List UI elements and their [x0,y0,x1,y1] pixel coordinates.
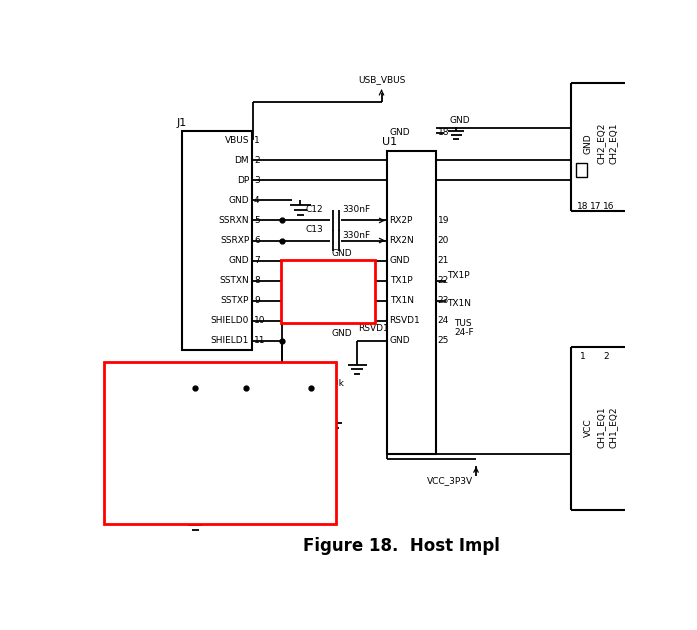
Text: 5: 5 [254,216,260,225]
Text: SSTXN: SSTXN [220,276,250,285]
Text: CH2_EQ2: CH2_EQ2 [597,123,605,164]
Text: 330nF: 330nF [342,231,370,240]
Text: 9: 9 [254,296,260,306]
Text: C7: C7 [117,420,129,430]
Text: USB_VBUS: USB_VBUS [358,76,405,84]
Text: GND: GND [390,336,411,345]
Text: C12: C12 [306,205,323,214]
Text: R1: R1 [254,428,266,437]
Text: 22: 22 [438,276,449,285]
Text: TX1P: TX1P [390,276,412,285]
Text: 11: 11 [254,336,266,345]
Text: RX2P: RX2P [390,216,413,225]
Text: J1: J1 [176,118,187,128]
Text: VBUS: VBUS [224,135,250,145]
Text: 100nF: 100nF [109,429,137,438]
Text: >220k: >220k [314,379,344,387]
Text: 18: 18 [576,202,588,211]
Text: GND: GND [449,116,470,125]
Bar [387,151,436,454]
Text: DM: DM [235,156,250,164]
Text: 19: 19 [438,216,449,225]
Text: GND: GND [390,256,411,265]
Text: 18: 18 [438,129,449,137]
Text: SSRXP: SSRXP [220,236,250,245]
Text: Figure 18.  Host Impl: Figure 18. Host Impl [303,537,500,555]
Text: 1M: 1M [254,437,268,446]
Text: TX1N: TX1N [447,299,471,307]
Text: 0.001uF: 0.001uF [171,429,208,438]
Text: GND: GND [390,129,411,137]
Bar [290,374,300,398]
Text: 10: 10 [254,316,266,325]
Text: 2: 2 [254,156,260,164]
Text: RSVD1: RSVD1 [358,324,389,333]
Text: CH2_EQ1: CH2_EQ1 [608,123,618,164]
Text: TX1P: TX1P [447,272,470,280]
Text: VCC_3P3V: VCC_3P3V [427,476,473,485]
Text: USB3_TYPEA_CONNECTER: USB3_TYPEA_CONNECTER [110,369,227,379]
Text: SHIELD0: SHIELD0 [210,316,250,325]
Text: TUS: TUS [454,319,472,328]
Text: 8: 8 [254,276,260,285]
Text: CH1_EQ2: CH1_EQ2 [608,406,618,448]
Text: >220k: >220k [263,379,293,387]
Text: SHIELD1: SHIELD1 [210,336,250,345]
Bar [240,431,252,457]
Bar [306,374,316,398]
Text: C8: C8 [182,420,194,430]
Text: GND: GND [331,329,352,338]
Text: 21: 21 [438,256,449,265]
Text: VCC: VCC [584,418,593,437]
Text: SSTXP: SSTXP [221,296,250,306]
Text: 1: 1 [580,352,585,361]
Text: 100nF: 100nF [331,268,360,277]
Text: 3: 3 [254,176,260,185]
Text: 6: 6 [254,236,260,245]
Text: U1: U1 [381,137,397,147]
Bar [182,132,252,350]
Text: 4: 4 [254,196,260,205]
Text: TX1N: TX1N [390,296,413,306]
Text: 20: 20 [438,236,449,245]
Text: CH1_EQ1: CH1_EQ1 [597,406,605,448]
Text: R16: R16 [314,369,332,378]
Text: GND: GND [584,133,593,154]
Text: 7: 7 [254,256,260,265]
Text: 2: 2 [603,352,608,361]
Text: GND: GND [229,196,250,205]
Text: 24-F: 24-F [454,328,474,337]
Text: 23: 23 [438,296,449,306]
Text: 100nF: 100nF [331,294,360,302]
Text: 1: 1 [254,135,260,145]
Text: 16: 16 [603,202,615,211]
Text: 24: 24 [438,316,449,325]
Bar [576,163,587,178]
Text: DP: DP [237,176,250,185]
Text: C5: C5 [293,287,305,297]
Text: C13: C13 [306,226,323,234]
Text: GND: GND [331,249,352,258]
Text: GND: GND [229,256,250,265]
Bar [105,362,336,524]
Text: 25: 25 [438,336,449,345]
Text: C3: C3 [293,268,305,277]
Bar [280,260,375,323]
Text: RSVD1: RSVD1 [390,316,420,325]
Text: R15: R15 [275,369,293,378]
Text: 330nF: 330nF [342,205,370,214]
Text: 17: 17 [590,202,602,211]
Text: SSRXN: SSRXN [219,216,250,225]
Text: ×: × [352,314,362,328]
Text: RX2N: RX2N [390,236,415,245]
